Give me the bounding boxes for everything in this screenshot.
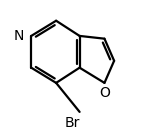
Text: O: O xyxy=(99,85,110,100)
Text: Br: Br xyxy=(65,116,80,130)
Text: N: N xyxy=(14,29,24,43)
